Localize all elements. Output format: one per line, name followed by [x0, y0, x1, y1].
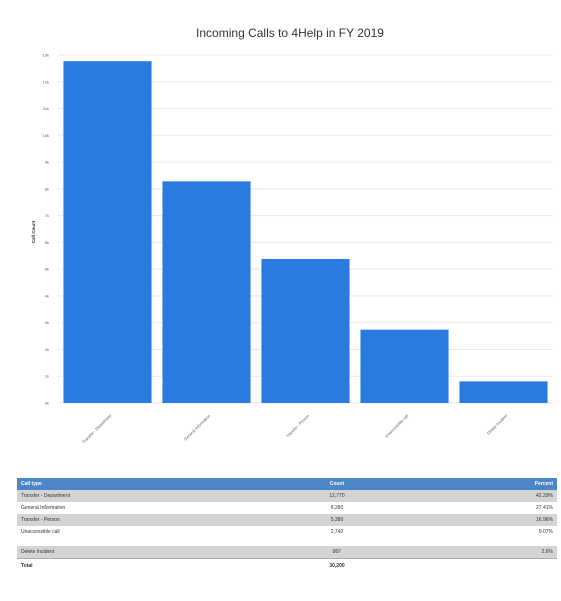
- table-total-row: Total 30,200: [17, 558, 557, 572]
- bars: [63, 61, 548, 403]
- cell-count: 8,280: [227, 502, 447, 514]
- y-tick-label: 11k: [43, 106, 49, 111]
- y-tick-label: 0k: [45, 401, 49, 406]
- cell-percent: 9.07%: [447, 526, 557, 538]
- bar-transfer-department: [63, 61, 152, 403]
- y-tick-label: 13k: [43, 53, 49, 58]
- header-count: Count: [227, 478, 447, 490]
- bar-general-information: [162, 181, 251, 403]
- cell-count: 5,380: [227, 514, 447, 526]
- y-tick-label: 7k: [45, 213, 49, 218]
- y-tick-label: 6k: [45, 240, 49, 245]
- x-tick-label: Transfer - Department: [81, 413, 113, 445]
- x-axis-labels: Transfer - Department General Information…: [81, 413, 509, 445]
- table-row: Transfer - Department 12,770 42.29%: [17, 490, 557, 502]
- cell-call-type: Unaccessible call: [17, 526, 227, 538]
- x-tick-label: Transfer - Person: [285, 413, 310, 438]
- cell-percent: 16.96%: [447, 514, 557, 526]
- chart-area: Incoming Calls to 4Help in FY 2019 Call …: [31, 26, 553, 445]
- y-axis-ticks: 0k 1k 2k 3k 4k 5k 6k 7k 8k 9k 10k 11k 12k 13k: [43, 53, 49, 406]
- bar-delete-incident: [459, 381, 548, 403]
- y-tick-label: 1k: [45, 374, 49, 379]
- table-row: Unaccessible call 2,740 9.07%: [17, 526, 557, 538]
- table-header-row: Call type Count Percent: [17, 478, 557, 490]
- chart-title: Incoming Calls to 4Help in FY 2019: [196, 26, 384, 40]
- y-tick-label: 3k: [45, 320, 49, 325]
- bar-chart: Incoming Calls to 4Help in FY 2019 Call …: [31, 26, 553, 445]
- y-axis-title: Call Count: [31, 220, 36, 243]
- y-tick-label: 9k: [45, 160, 49, 165]
- cell-percent: 27.41%: [447, 502, 557, 514]
- y-tick-label: 12k: [43, 79, 49, 84]
- cell-call-type: General Information: [17, 502, 227, 514]
- y-tick-label: 2k: [45, 347, 49, 352]
- table-row: Delete Incident 807 2.6%: [17, 546, 557, 559]
- cell-call-type: Delete Incident: [17, 546, 227, 559]
- summary-table: Call type Count Percent Transfer - Depar…: [17, 478, 557, 572]
- bar-unaccessible-call: [360, 329, 449, 403]
- cell-call-type: Transfer - Person: [17, 514, 227, 526]
- header-percent: Percent: [447, 478, 557, 490]
- cell-percent: 42.29%: [447, 490, 557, 502]
- cell-percent: 2.6%: [447, 546, 557, 559]
- cell-count: 807: [227, 546, 447, 559]
- x-tick-label: Delete Incident: [486, 413, 509, 436]
- y-tick-label: 5k: [45, 267, 49, 272]
- cell-count: 2,740: [227, 526, 447, 538]
- y-tick-label: 8k: [45, 186, 49, 191]
- x-tick-label: Unaccessible call: [384, 413, 409, 438]
- cell-count: 12,770: [227, 490, 447, 502]
- x-tick-label: General Information: [183, 413, 212, 442]
- total-label: Total: [17, 558, 227, 572]
- y-tick-label: 4k: [45, 293, 49, 298]
- cell-call-type: Transfer - Department: [17, 490, 227, 502]
- total-count: 30,200: [227, 558, 447, 572]
- table-row: Transfer - Person 5,380 16.96%: [17, 514, 557, 526]
- table-spacer-row: [17, 538, 557, 546]
- header-call-type: Call type: [17, 478, 227, 490]
- table-row: General Information 8,280 27.41%: [17, 502, 557, 514]
- bar-transfer-person: [261, 258, 350, 403]
- y-tick-label: 10k: [43, 133, 49, 138]
